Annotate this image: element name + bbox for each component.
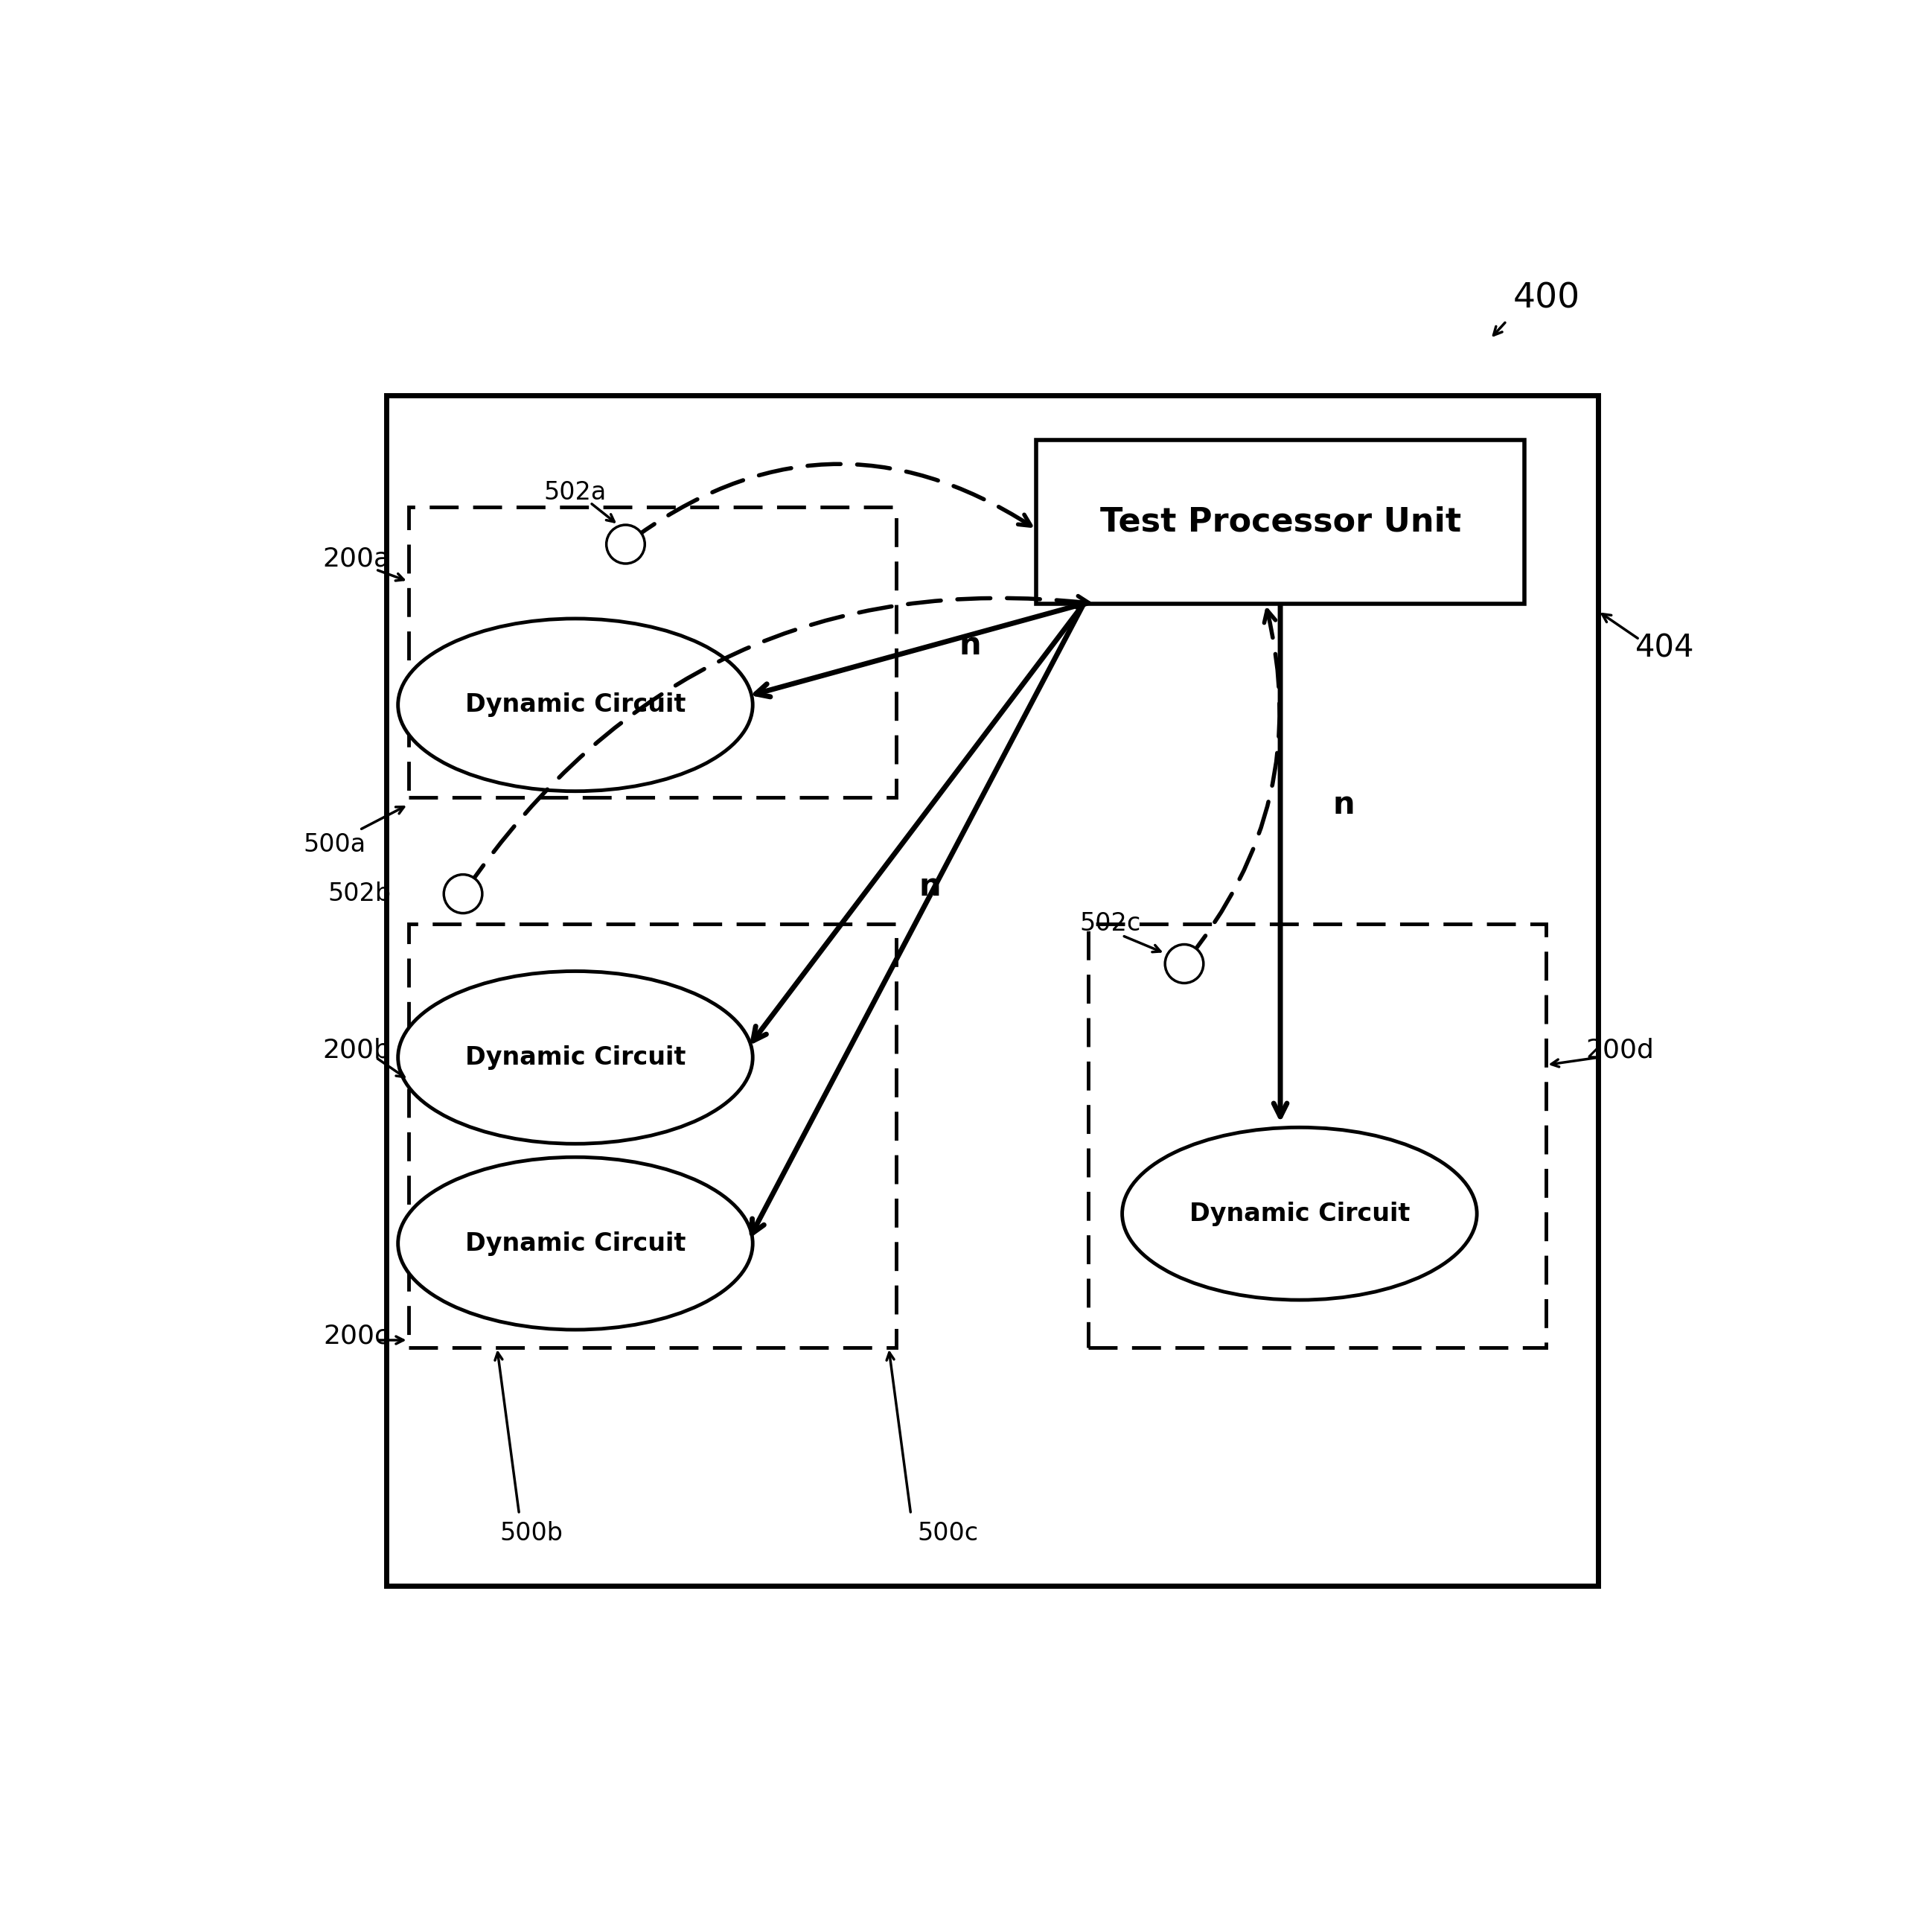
Ellipse shape (399, 618, 753, 792)
Text: 500c: 500c (917, 1520, 978, 1546)
Text: Dynamic Circuit: Dynamic Circuit (465, 694, 687, 717)
Bar (408, 923, 896, 1349)
Text: 200d: 200d (1587, 1037, 1655, 1063)
Text: n: n (919, 871, 940, 902)
Text: Test Processor Unit: Test Processor Unit (1100, 506, 1461, 537)
Bar (1037, 440, 1524, 603)
Text: 500b: 500b (500, 1520, 563, 1546)
Text: 404: 404 (1634, 634, 1693, 665)
Text: Dynamic Circuit: Dynamic Circuit (465, 1045, 687, 1070)
Text: 502b: 502b (328, 881, 391, 906)
Bar (408, 506, 896, 798)
Text: 502a: 502a (543, 479, 606, 504)
Text: Dynamic Circuit: Dynamic Circuit (465, 1231, 687, 1256)
Bar (385, 396, 1598, 1586)
Ellipse shape (399, 972, 753, 1144)
Text: Dynamic Circuit: Dynamic Circuit (1190, 1202, 1409, 1227)
Circle shape (606, 526, 645, 564)
Ellipse shape (1121, 1128, 1476, 1300)
Text: 400: 400 (1512, 282, 1579, 315)
Text: 500a: 500a (303, 833, 366, 858)
Text: 502c: 502c (1079, 912, 1140, 935)
Text: 200c: 200c (324, 1323, 389, 1349)
Circle shape (444, 875, 482, 914)
Text: 200b: 200b (322, 1037, 391, 1063)
Text: n: n (1333, 788, 1354, 821)
Bar (1089, 923, 1547, 1349)
Ellipse shape (399, 1157, 753, 1329)
Text: 200a: 200a (322, 547, 391, 572)
Text: n: n (959, 630, 980, 661)
Circle shape (1165, 945, 1203, 983)
